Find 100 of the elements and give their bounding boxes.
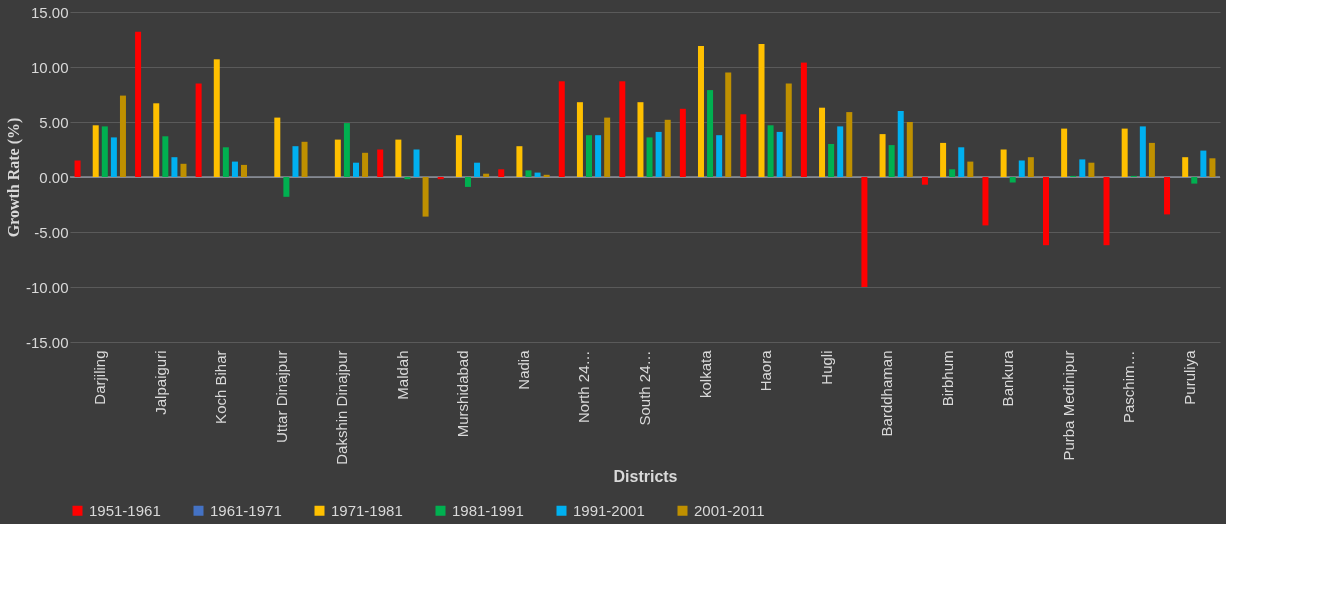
y-axis-title: Growth Rate (%) — [4, 117, 23, 238]
bar — [837, 126, 844, 177]
bar — [180, 163, 187, 177]
legend-label: 1951-1961 — [89, 501, 161, 519]
legend-label: 1981-1991 — [452, 501, 524, 519]
x-tick-label: Murshidabad — [454, 350, 472, 438]
bar — [352, 162, 359, 177]
bar — [437, 177, 444, 180]
bar — [595, 135, 602, 177]
bar — [474, 162, 481, 177]
bar — [819, 107, 826, 177]
bar — [101, 126, 108, 177]
x-tick-label: Paschim… — [1120, 350, 1138, 424]
bar — [162, 136, 169, 177]
bar — [1209, 158, 1216, 177]
bar — [195, 83, 202, 177]
bar — [758, 43, 765, 177]
legend-label: 2001-2011 — [694, 501, 765, 519]
bar — [949, 169, 956, 177]
bar — [586, 135, 593, 177]
bar — [1088, 162, 1095, 177]
bar — [664, 119, 671, 177]
bar — [679, 108, 686, 177]
x-tick-label: Jalpaiguri — [151, 350, 169, 415]
x-tick-label: Puruliya — [1180, 349, 1198, 405]
bar — [422, 177, 429, 217]
bar — [776, 131, 783, 177]
bar — [725, 72, 732, 177]
bar — [153, 103, 160, 177]
bar — [697, 46, 704, 177]
bar — [716, 135, 723, 177]
bar — [292, 146, 299, 177]
bar — [1042, 177, 1049, 246]
bar — [464, 177, 471, 187]
bar — [646, 137, 653, 177]
bar — [404, 177, 411, 180]
bar — [1103, 177, 1110, 246]
y-tick-label: 0.00 — [39, 168, 69, 186]
bar — [1121, 128, 1128, 177]
bar — [1018, 160, 1025, 177]
y-tick-label: -10.00 — [25, 278, 69, 296]
bar — [921, 177, 928, 185]
bar — [828, 144, 835, 177]
bar — [785, 83, 792, 177]
bar — [906, 122, 913, 177]
bar — [655, 131, 662, 177]
bar — [1148, 142, 1155, 177]
bar — [940, 142, 947, 177]
bar — [1164, 177, 1171, 215]
bar — [274, 117, 281, 177]
bar — [377, 149, 384, 177]
bar — [283, 177, 290, 197]
bar — [222, 147, 229, 177]
bar — [334, 139, 341, 177]
bar — [119, 95, 126, 177]
bar — [982, 177, 989, 226]
bar — [846, 112, 853, 177]
bar — [740, 114, 747, 177]
y-tick-label: -5.00 — [34, 223, 69, 241]
bar — [498, 169, 505, 177]
x-tick-label: Haora — [757, 349, 775, 392]
bar — [516, 146, 523, 177]
y-tick-label: 10.00 — [30, 58, 69, 76]
x-tick-label: Hugli — [817, 350, 835, 385]
legend-label: 1991-2001 — [573, 501, 645, 519]
y-tick-label: 5.00 — [39, 113, 69, 131]
x-tick-label: North 24… — [575, 350, 593, 424]
x-tick-label: South 24… — [636, 350, 653, 426]
x-tick-label: Bankura — [999, 349, 1017, 407]
bar — [534, 172, 541, 177]
bar — [343, 123, 350, 177]
bar — [958, 147, 965, 177]
bar — [110, 137, 117, 177]
x-axis-title: Districts — [613, 467, 678, 485]
bar — [395, 139, 402, 177]
bar — [92, 125, 99, 177]
bar — [1200, 150, 1207, 177]
bar — [301, 141, 308, 177]
x-tick-label: Darjiling — [91, 350, 109, 405]
x-tick-label: Uttar Dinajpur — [272, 350, 290, 444]
bar — [455, 135, 462, 177]
bar — [861, 177, 868, 287]
bar — [1027, 157, 1034, 177]
bar — [241, 164, 248, 177]
bar — [74, 160, 81, 177]
y-tick-label: -15.00 — [25, 333, 69, 351]
bar — [413, 149, 420, 177]
bar — [1182, 157, 1189, 177]
bar — [637, 102, 644, 177]
bar — [707, 90, 714, 177]
x-tick-label: Koch Bihar — [212, 350, 230, 424]
bar — [888, 145, 895, 177]
x-tick-label: Purba Medinipur — [1059, 350, 1077, 461]
bar — [1139, 126, 1146, 177]
bar — [558, 81, 565, 177]
legend-label: 1971-1981 — [331, 501, 403, 519]
x-tick-label: Maldah — [393, 350, 411, 400]
bar — [897, 111, 904, 177]
bar — [135, 31, 142, 177]
bar — [619, 81, 626, 177]
